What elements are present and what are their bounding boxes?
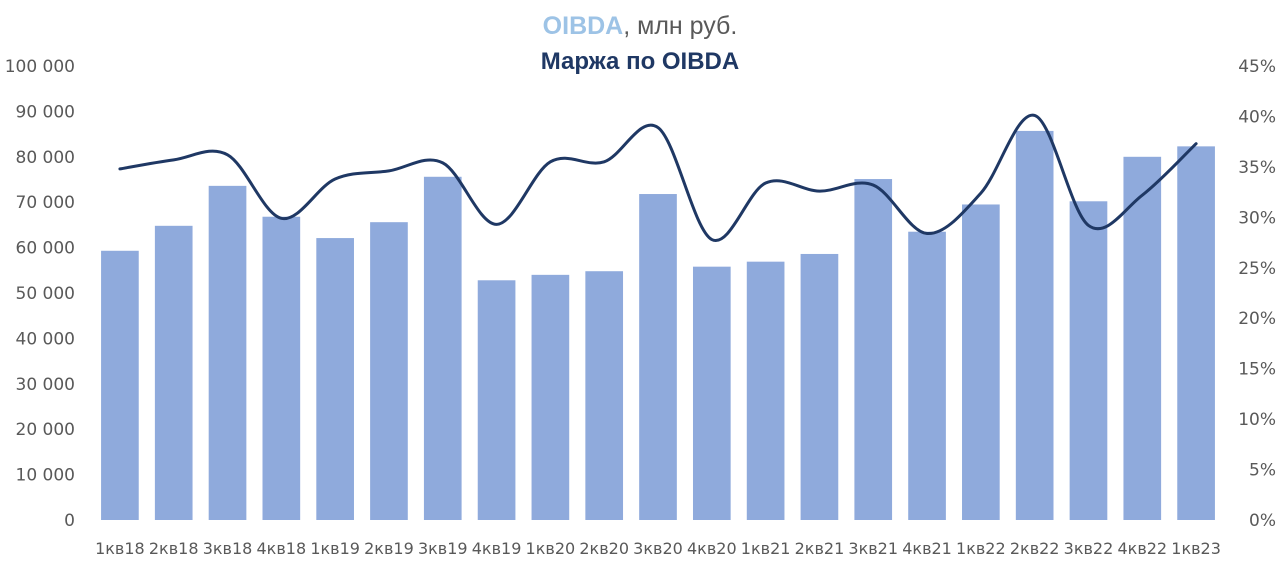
y-left-tick-label: 90 000 bbox=[16, 102, 75, 122]
x-tick-label: 3кв21 bbox=[848, 539, 898, 558]
bar-4кв22 bbox=[1123, 156, 1162, 521]
bar-2кв20 bbox=[585, 271, 624, 520]
bar-series bbox=[101, 130, 1215, 521]
x-axis: 1кв18 2кв18 3кв18 4кв18 1кв19 2кв19 3кв19 4кв19… bbox=[95, 539, 1221, 558]
x-tick-label: 2кв22 bbox=[1010, 539, 1060, 558]
bar-1кв19 bbox=[316, 238, 354, 520]
x-tick-label: 1кв21 bbox=[741, 539, 791, 558]
x-tick-label: 3кв18 bbox=[203, 539, 253, 558]
bar-4кв19 bbox=[477, 280, 516, 520]
bar-1кв18 bbox=[101, 250, 139, 520]
y-right-tick-label: 40% bbox=[1238, 107, 1276, 127]
y-right-tick-label: 20% bbox=[1238, 309, 1276, 329]
bar-4кв18 bbox=[262, 216, 301, 521]
y-right-tick-label: 0% bbox=[1249, 511, 1276, 531]
x-tick-label: 3кв22 bbox=[1064, 539, 1114, 558]
chart-title-suffix: , млн руб. bbox=[623, 12, 738, 40]
y-axis-right: 0% 5% 10% 15% 20% 25% 30% 35% 40% 45% bbox=[1238, 57, 1276, 531]
bar-3кв19 bbox=[423, 176, 462, 520]
x-tick-label: 2кв20 bbox=[579, 539, 629, 558]
x-tick-label: 1кв22 bbox=[956, 539, 1006, 558]
y-left-tick-label: 60 000 bbox=[16, 239, 75, 259]
y-left-tick-label: 70 000 bbox=[16, 193, 75, 213]
bar-4кв21 bbox=[908, 231, 946, 520]
chart-title-accent: OIBDA bbox=[542, 12, 624, 40]
bar-3кв20 bbox=[639, 194, 677, 520]
x-tick-label: 2кв18 bbox=[149, 539, 199, 558]
x-tick-label: 1кв23 bbox=[1171, 539, 1221, 558]
bar-3кв18 bbox=[208, 185, 247, 521]
bar-1кв23 bbox=[1177, 146, 1215, 521]
y-left-tick-label: 0 bbox=[64, 511, 75, 531]
bar-3кв22 bbox=[1069, 201, 1108, 521]
x-tick-label: 3кв19 bbox=[418, 539, 468, 558]
bar-2кв18 bbox=[154, 225, 193, 520]
margin-line bbox=[118, 113, 1198, 242]
y-left-tick-label: 10 000 bbox=[16, 466, 75, 486]
y-left-tick-label: 100 000 bbox=[5, 57, 75, 77]
y-right-tick-label: 25% bbox=[1238, 259, 1276, 279]
chart-subtitle: Маржа по OIBDA bbox=[540, 48, 740, 75]
bar-1кв21 bbox=[746, 261, 785, 520]
y-right-tick-label: 10% bbox=[1238, 410, 1276, 430]
bar-1кв20 bbox=[531, 274, 570, 520]
y-left-tick-label: 30 000 bbox=[16, 375, 75, 395]
bar-2кв19 bbox=[370, 222, 408, 520]
x-tick-label: 1кв19 bbox=[310, 539, 360, 558]
bar-3кв21 bbox=[854, 179, 893, 521]
bar-2кв21 bbox=[800, 253, 839, 520]
y-right-tick-label: 45% bbox=[1238, 57, 1276, 77]
y-right-tick-label: 15% bbox=[1238, 360, 1276, 380]
x-tick-label: 2кв19 bbox=[364, 539, 414, 558]
y-left-tick-label: 80 000 bbox=[16, 148, 75, 168]
y-left-tick-label: 20 000 bbox=[16, 420, 75, 440]
y-axis-left: 0 10 000 20 000 30 000 40 000 50 000 60 000 70 … bbox=[5, 57, 75, 531]
bar-1кв22 bbox=[962, 204, 1000, 520]
x-tick-label: 4кв21 bbox=[902, 539, 952, 558]
y-right-tick-label: 30% bbox=[1238, 208, 1276, 228]
x-tick-label: 3кв20 bbox=[633, 539, 683, 558]
x-tick-label: 4кв22 bbox=[1117, 539, 1167, 558]
y-right-tick-label: 35% bbox=[1238, 158, 1276, 178]
bar-4кв20 bbox=[692, 266, 731, 520]
bar-2кв22 bbox=[1015, 130, 1054, 521]
x-tick-label: 2кв21 bbox=[795, 539, 845, 558]
x-tick-label: 4кв19 bbox=[472, 539, 522, 558]
y-left-tick-label: 50 000 bbox=[16, 284, 75, 304]
x-tick-label: 4кв20 bbox=[687, 539, 737, 558]
x-tick-label: 4кв18 bbox=[257, 539, 307, 558]
x-tick-label: 1кв18 bbox=[95, 539, 145, 558]
y-right-tick-label: 5% bbox=[1249, 461, 1276, 481]
chart-title: OIBDA, млн руб. bbox=[0, 12, 1280, 41]
x-tick-label: 1кв20 bbox=[526, 539, 576, 558]
y-left-tick-label: 40 000 bbox=[16, 329, 75, 349]
